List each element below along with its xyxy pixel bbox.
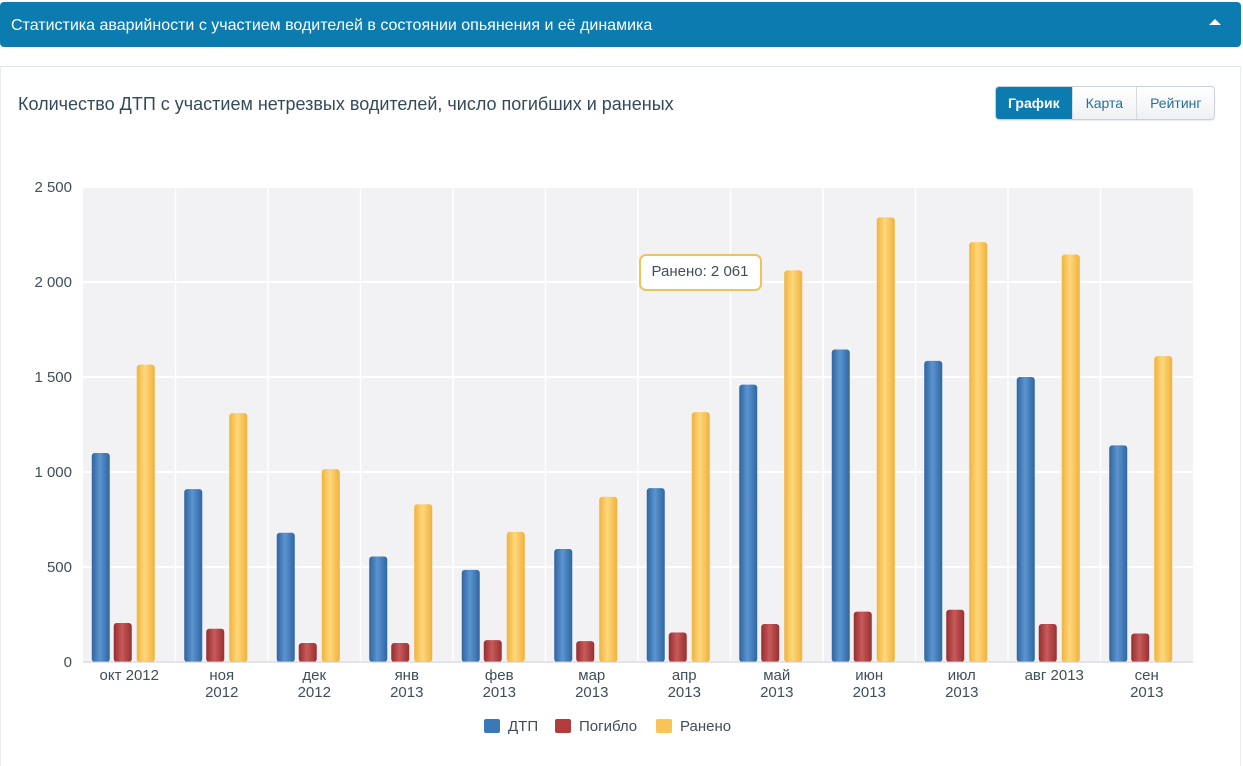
y-tick-label: 2 500 <box>34 179 72 196</box>
y-tick-label: 2 000 <box>34 274 72 291</box>
bar-died[interactable] <box>761 624 780 662</box>
x-tick-label: фев <box>485 667 514 684</box>
bar-dtp[interactable] <box>91 453 110 662</box>
bar-died[interactable] <box>113 623 132 662</box>
x-tick-label: янв <box>395 667 419 684</box>
bar-died[interactable] <box>483 640 502 662</box>
legend-swatch[interactable] <box>484 719 500 733</box>
x-tick-label: мар <box>578 667 605 684</box>
bar-died[interactable] <box>576 641 595 662</box>
bar-dtp[interactable] <box>554 548 573 662</box>
header-bar[interactable]: Статистика аварийности с участием водите… <box>0 2 1241 47</box>
bar-injured[interactable] <box>229 413 248 662</box>
bar-died[interactable] <box>946 609 965 662</box>
bar-died[interactable] <box>391 643 410 662</box>
x-tick-label: 2013 <box>668 684 701 701</box>
bar-injured[interactable] <box>599 496 618 662</box>
bar-died[interactable] <box>668 632 687 662</box>
tooltip-text: Ранено: 2 061 <box>652 263 749 280</box>
header-title: Статистика аварийности с участием водите… <box>11 17 653 34</box>
x-tick-label: 2013 <box>1130 684 1163 701</box>
bar-injured[interactable] <box>1061 254 1080 662</box>
chart-tooltip: Ранено: 2 061 <box>639 254 762 291</box>
x-tick-label: 2013 <box>760 684 793 701</box>
bar-died[interactable] <box>206 628 225 662</box>
x-tick-label: авг 2013 <box>1025 667 1084 684</box>
bar-injured[interactable] <box>321 469 340 662</box>
bar-dtp[interactable] <box>461 569 480 662</box>
x-tick-label: 2013 <box>945 684 978 701</box>
x-tick-label: окт 2012 <box>100 667 159 684</box>
tab-chart[interactable]: График <box>996 87 1072 119</box>
view-toggle: График Карта Рейтинг <box>995 86 1216 120</box>
bar-died[interactable] <box>1038 624 1057 662</box>
bar-died[interactable] <box>1131 633 1150 663</box>
legend-label[interactable]: ДТП <box>508 718 538 735</box>
legend-label[interactable]: Погибло <box>579 718 637 735</box>
bar-dtp[interactable] <box>369 556 388 662</box>
x-tick-label: апр <box>672 667 697 684</box>
bar-injured[interactable] <box>136 364 155 662</box>
bar-dtp[interactable] <box>184 489 203 662</box>
bar-died[interactable] <box>853 611 872 662</box>
bar-dtp[interactable] <box>739 384 758 662</box>
x-tick-label: 2013 <box>853 684 886 701</box>
y-tick-label: 0 <box>64 654 72 671</box>
x-tick-label: сен <box>1135 667 1159 684</box>
x-tick-label: 2013 <box>575 684 608 701</box>
bar-injured[interactable] <box>691 412 710 662</box>
legend-label[interactable]: Ранено <box>680 718 731 735</box>
legend-swatch[interactable] <box>656 719 672 733</box>
x-tick-label: 2012 <box>205 684 238 701</box>
bar-injured[interactable] <box>784 270 803 662</box>
bar-dtp[interactable] <box>276 532 295 662</box>
bar-injured[interactable] <box>414 504 433 662</box>
x-tick-label: 2013 <box>483 684 516 701</box>
bar-died[interactable] <box>298 643 317 662</box>
bar-dtp[interactable] <box>646 488 665 662</box>
bar-dtp[interactable] <box>924 360 943 662</box>
x-tick-label: июл <box>948 667 976 684</box>
tooltip-box <box>639 254 762 291</box>
x-tick-label: 2013 <box>390 684 423 701</box>
bar-dtp[interactable] <box>1109 445 1128 662</box>
bar-dtp[interactable] <box>1016 377 1035 662</box>
x-tick-label: май <box>763 667 790 684</box>
y-tick-label: 500 <box>47 559 72 576</box>
tab-rating[interactable]: Рейтинг <box>1136 87 1215 119</box>
legend-swatch[interactable] <box>555 719 571 733</box>
y-tick-label: 1 000 <box>34 464 72 481</box>
y-tick-label: 1 500 <box>34 369 72 386</box>
bar-injured[interactable] <box>876 217 895 662</box>
x-tick-label: дек <box>302 667 326 684</box>
chart-heading: Количество ДТП с участием нетрезвых води… <box>18 94 674 114</box>
chevron-up-icon[interactable] <box>1209 19 1221 25</box>
x-tick-label: ноя <box>209 667 234 684</box>
x-tick-label: 2012 <box>298 684 331 701</box>
bar-dtp[interactable] <box>831 349 850 662</box>
bar-injured[interactable] <box>506 531 525 662</box>
bar-injured[interactable] <box>1154 356 1173 662</box>
x-tick-label: июн <box>855 667 883 684</box>
tab-map[interactable]: Карта <box>1071 87 1137 119</box>
bar-injured[interactable] <box>969 242 988 662</box>
